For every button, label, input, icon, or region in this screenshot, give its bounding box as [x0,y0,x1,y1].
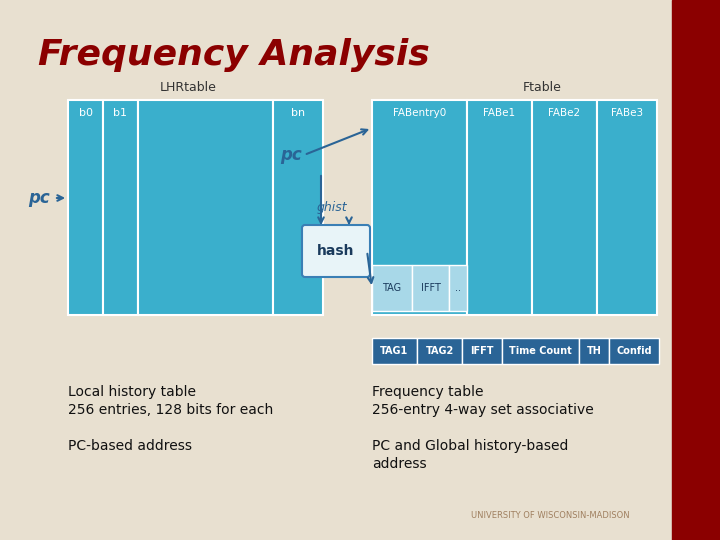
Text: Frequency Analysis: Frequency Analysis [38,38,430,72]
Text: TH: TH [587,346,601,356]
Bar [417,338,462,364]
Text: ghist: ghist [317,200,347,213]
Bar [609,338,659,364]
Text: Ftable: Ftable [523,81,562,94]
Bar [138,100,273,315]
Bar [502,338,579,364]
Bar [372,338,417,364]
Text: FABe1: FABe1 [483,108,516,118]
Text: Frequency table: Frequency table [372,385,484,399]
Text: TAG: TAG [382,283,402,293]
Text: TAG1: TAG1 [380,346,409,356]
FancyBboxPatch shape [302,225,370,277]
Bar [103,100,138,315]
Text: PC-based address: PC-based address [68,439,192,453]
Bar [597,100,657,315]
Text: PC and Global history-based: PC and Global history-based [372,439,568,453]
Bar [532,100,597,315]
Text: IFFT: IFFT [470,346,494,356]
Text: hash: hash [318,244,355,258]
Bar [672,0,720,540]
Bar [449,265,467,311]
Bar [412,265,449,311]
Bar [579,338,609,364]
Text: bn: bn [291,108,305,118]
Bar [467,100,532,315]
Text: 256 entries, 128 bits for each: 256 entries, 128 bits for each [68,403,274,417]
Text: pc: pc [280,146,302,164]
Bar [372,100,467,315]
Text: b1: b1 [114,108,127,118]
Bar [68,100,103,315]
Text: FABentry0: FABentry0 [393,108,446,118]
Text: 256-entry 4-way set associative: 256-entry 4-way set associative [372,403,594,417]
Text: ..: .. [455,283,461,293]
Bar [273,100,323,315]
Bar [372,265,412,311]
Text: Local history table: Local history table [68,385,196,399]
Text: TAG2: TAG2 [426,346,454,356]
Text: FABe2: FABe2 [549,108,580,118]
Bar [462,338,502,364]
Text: IFFT: IFFT [420,283,441,293]
Text: Confid: Confid [616,346,652,356]
Text: pc: pc [28,189,50,207]
Text: Time Count: Time Count [509,346,572,356]
Text: UNIVERSITY OF WISCONSIN-MADISON: UNIVERSITY OF WISCONSIN-MADISON [472,511,630,520]
Text: address: address [372,457,427,471]
Text: b0: b0 [78,108,92,118]
Text: FABe3: FABe3 [611,108,643,118]
Text: LHRtable: LHRtable [160,81,217,94]
